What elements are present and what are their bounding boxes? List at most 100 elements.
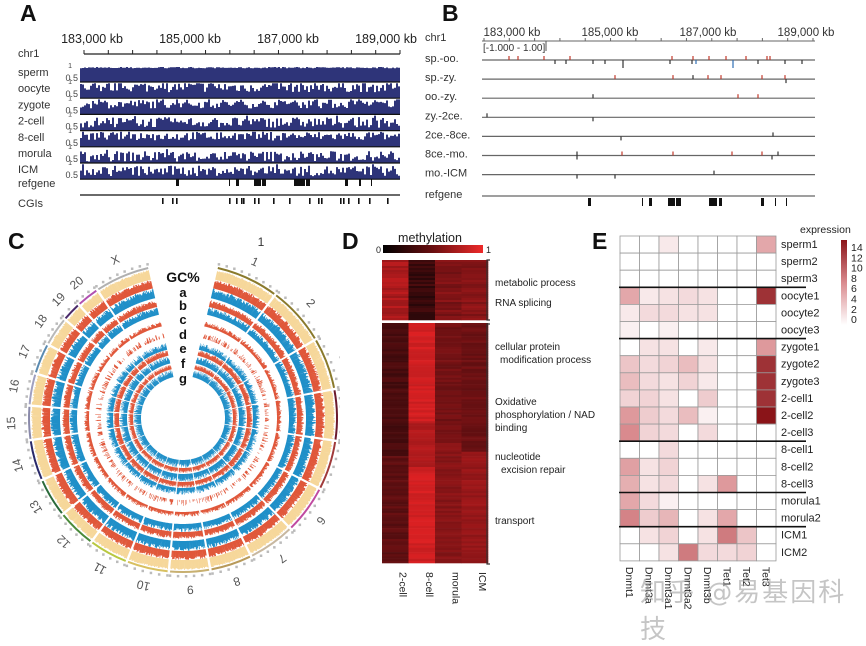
heatmap-cell [640, 390, 660, 407]
tick-mark [185, 575, 188, 578]
heatmap-cell [462, 430, 489, 432]
heatmap-cell [409, 546, 436, 548]
tick-mark [109, 277, 112, 280]
heatmap-cell [409, 428, 436, 430]
heatmap-cell [698, 373, 718, 390]
heatmap-cell [757, 236, 777, 253]
colorbar-min: 0 [376, 245, 381, 255]
heatmap-cell [382, 426, 409, 428]
cgi-mark [318, 198, 320, 204]
heatmap-cell [382, 482, 409, 484]
cgi-mark [343, 198, 345, 204]
heatmap-cell [737, 287, 757, 304]
sample-label: 2-cell3 [781, 427, 813, 439]
refgene-block [668, 198, 675, 206]
heatmap-cell [462, 306, 489, 308]
heatmap-cell [737, 527, 757, 544]
tick-mark [102, 281, 105, 284]
heatmap-cell [409, 349, 436, 351]
tick-mark [64, 523, 67, 526]
heatmap-cell [409, 282, 436, 284]
heatmap-cell [462, 500, 489, 502]
range-label: [-1.000 - 1.00] [483, 43, 545, 54]
sample-label: 2-cell1 [781, 393, 813, 405]
heatmap-cell [435, 498, 462, 500]
heatmap-cell [435, 351, 462, 353]
heatmap-cell [382, 384, 409, 386]
heatmap-cell [757, 390, 777, 407]
heatmap-cell [640, 270, 660, 287]
heatmap-cell [462, 316, 489, 318]
heatmap-cell [382, 343, 409, 345]
heatmap-cell [462, 426, 489, 428]
heatmap-cell [659, 510, 679, 527]
ring-g-red-segment [128, 403, 135, 414]
heatmap-cell [382, 378, 409, 380]
ring-c-segment [89, 373, 101, 391]
heatmap-cell [435, 476, 462, 478]
heatmap-cell [435, 282, 462, 284]
chromosome-band-9 [170, 569, 209, 573]
heatmap-cell [382, 282, 409, 284]
heatmap-cell [679, 458, 699, 475]
heatmap-cell [382, 358, 409, 360]
sample-label: oocyte2 [781, 307, 820, 319]
gc-ring-segment [170, 558, 208, 570]
heatmap-cell [409, 274, 436, 276]
heatmap-cell [435, 306, 462, 308]
heatmap-cell [435, 312, 462, 314]
ring-d-segment [134, 486, 153, 499]
heatmap-cell [435, 318, 462, 320]
heatmap-cell [462, 332, 489, 334]
track-label: ICM [18, 164, 38, 176]
heatmap-cell [620, 270, 640, 287]
heatmap-cell [435, 330, 462, 332]
ring-f-blue-segment [119, 414, 127, 427]
heatmap-cell [640, 322, 660, 339]
heatmap-cell [409, 530, 436, 532]
heatmap-cell [435, 292, 462, 294]
go-annotation: transport [495, 516, 535, 527]
heatmap-cell [718, 304, 738, 321]
heatmap-cell [435, 447, 462, 449]
heatmap-cell [409, 404, 436, 406]
heatmap-cell [718, 339, 738, 356]
heatmap-cell [698, 304, 718, 321]
watermark: 知乎 @易基因科技 [640, 572, 866, 646]
heatmap-cell [462, 334, 489, 336]
heatmap-cell [409, 460, 436, 462]
heatmap-cell [435, 548, 462, 550]
heatmap-cell [382, 430, 409, 432]
heatmap-cell [409, 264, 436, 266]
heatmap-cell [409, 522, 436, 524]
chrom-label: chr1 [18, 48, 39, 60]
ring-c-segment [267, 433, 280, 462]
heatmap-cell [435, 343, 462, 345]
heatmap-cell [409, 482, 436, 484]
heatmap-cell [382, 480, 409, 482]
heatmap-cell [718, 493, 738, 510]
heatmap-cell [462, 434, 489, 436]
top-label: 1 [258, 235, 265, 249]
heatmap-cell [382, 334, 409, 336]
heatmap-cell [435, 452, 462, 454]
ring-b-red-segment [295, 397, 304, 435]
heatmap-cell [409, 491, 436, 493]
track-label: refgene [425, 189, 462, 201]
track-label: zy.-2ce. [425, 110, 463, 122]
heatmap-cell [409, 421, 436, 423]
heatmap-cell [409, 338, 436, 340]
heatmap-cell [382, 543, 409, 545]
heatmap-cell [435, 484, 462, 486]
heatmap-cell [382, 495, 409, 497]
heatmap-cell [462, 463, 489, 465]
heatmap-cell [382, 550, 409, 552]
heatmap-cell [435, 308, 462, 310]
heatmap-cell [409, 519, 436, 521]
heatmap-cell [409, 364, 436, 366]
heatmap-cell [462, 489, 489, 491]
heatmap-cell [409, 308, 436, 310]
heatmap-cell [435, 480, 462, 482]
ytick: 0.5 [65, 170, 78, 180]
